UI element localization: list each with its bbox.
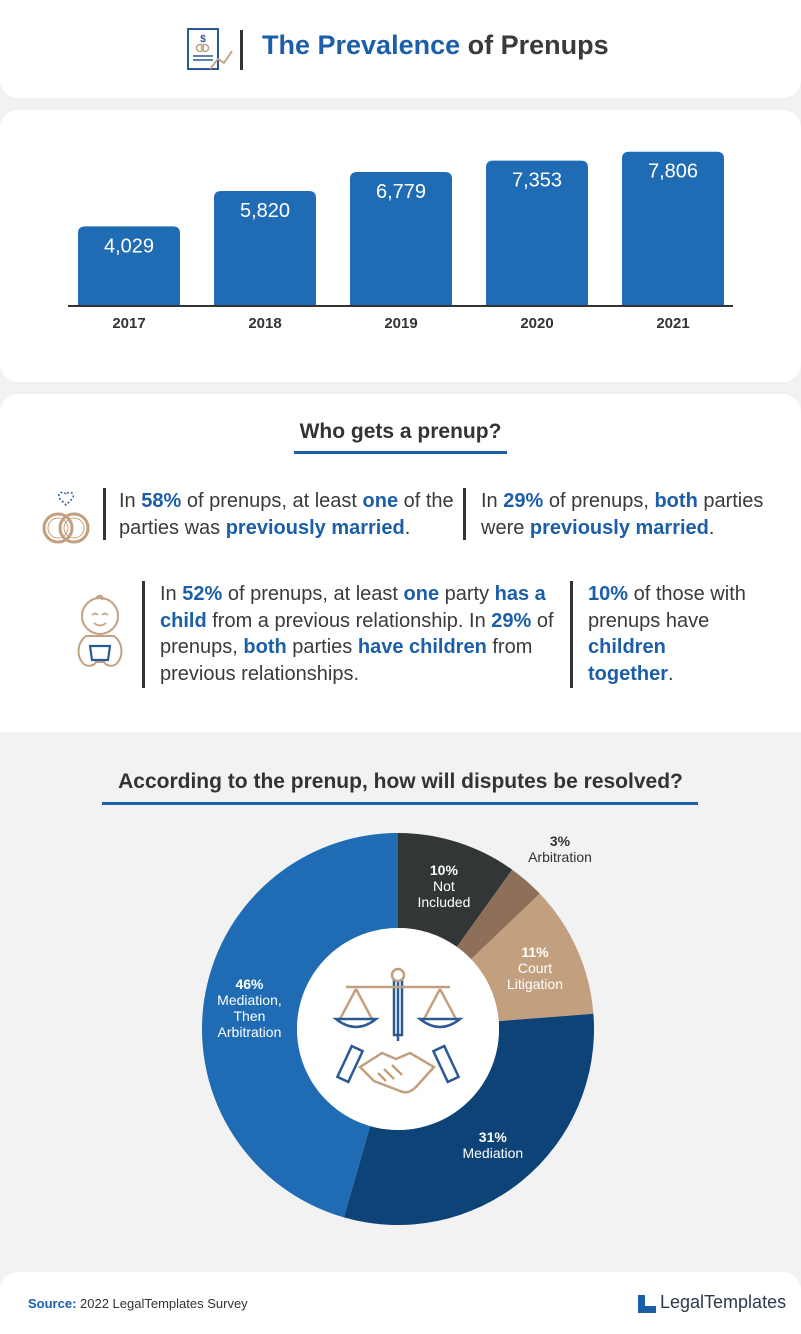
slice-label: Mediation, — [217, 992, 282, 1008]
x-tick-label: 2019 — [384, 315, 417, 332]
stat-4-bar — [570, 581, 573, 688]
x-tick-label: 2017 — [112, 315, 145, 332]
slice-label: Litigation — [507, 976, 563, 992]
bar-2019 — [350, 172, 452, 306]
source-note: Source: 2022 LegalTemplates Survey — [28, 1296, 248, 1311]
slice-label: Then — [234, 1008, 266, 1024]
bar-2017 — [78, 226, 180, 306]
disputes-section: According to the prenup, how will disput… — [0, 732, 801, 1262]
x-tick-label: 2018 — [248, 315, 281, 332]
slice-label: 31% — [479, 1129, 508, 1145]
stat-2-bar — [463, 488, 466, 540]
stat-52-has-child: In 52% of prenups, at least one party ha… — [160, 583, 554, 685]
slice-label: 46% — [235, 976, 264, 992]
slice-label: 3% — [550, 833, 571, 849]
svg-text:$: $ — [200, 34, 206, 45]
title-rest: of Prenups — [467, 30, 609, 60]
slice-label: Not — [433, 878, 455, 894]
bar-chart-card: 4,029 2017 5,820 2018 6,779 2019 7,353 2020 7,80… — [0, 110, 801, 382]
slice-court-litigation — [471, 893, 594, 1022]
stat-1-bar — [103, 488, 106, 540]
stat-29-previously-married: In 29% of prenups, both parties were pre… — [481, 490, 764, 539]
slice-label: Arbitration — [218, 1024, 282, 1040]
title-divider — [240, 30, 243, 70]
slice-label: 10% — [430, 862, 459, 878]
who-section: Who gets a prenup? In 58% of prenups, at… — [0, 394, 801, 732]
legaltemplates-logo-text: LegalTemplates — [660, 1292, 787, 1312]
x-tick-label: 2020 — [520, 315, 553, 332]
bar-value-label: 5,820 — [240, 200, 290, 222]
document-chart-icon: $ — [187, 28, 233, 70]
wedding-rings-icon — [42, 491, 90, 544]
who-heading: Who gets a prenup? — [299, 420, 502, 443]
baby-icon — [77, 594, 123, 667]
header-card: $ The Prevalence of Prenups — [0, 0, 801, 98]
slice-label: Court — [518, 960, 552, 976]
who-heading-underline — [294, 451, 507, 454]
page-title: The Prevalence of Prenups — [262, 30, 609, 61]
slice-not-included — [398, 833, 513, 947]
bar-value-label: 7,353 — [512, 170, 562, 192]
stat-3-bar — [142, 581, 145, 688]
x-tick-label: 2021 — [656, 315, 689, 332]
legaltemplates-logo-icon — [638, 1295, 656, 1313]
slice-arbitration — [456, 869, 540, 960]
slice-label: Included — [417, 894, 470, 910]
disputes-heading-underline — [102, 802, 698, 805]
scales-handshake-icon — [332, 967, 464, 1094]
footer — [0, 1272, 801, 1334]
bar-value-label: 7,806 — [648, 161, 698, 183]
bar-chart: 4,029 2017 5,820 2018 6,779 2019 7,353 2020 7,80… — [68, 151, 733, 332]
slice-mediation — [343, 1013, 594, 1225]
bar-value-label: 6,779 — [376, 181, 426, 203]
bar-2018 — [214, 190, 316, 306]
stat-58-previously-married: In 58% of prenups, at least one of the p… — [119, 490, 454, 539]
slice-label: Mediation — [462, 1145, 523, 1161]
bar-2020 — [486, 160, 588, 306]
slice-label: 11% — [521, 944, 549, 960]
title-highlight: The Prevalence — [262, 30, 461, 60]
stat-10-children-together: 10% of those with prenups have children … — [588, 583, 746, 685]
slice-label: Arbitration — [528, 849, 592, 865]
bar-value-label: 4,029 — [104, 235, 154, 257]
bar-2021 — [622, 151, 724, 306]
donut-chart: 10%NotIncluded3%Arbitration11%CourtLitig… — [202, 833, 594, 1225]
disputes-heading: According to the prenup, how will disput… — [118, 770, 683, 793]
slice-mediation-then-arbitration — [202, 833, 398, 1218]
